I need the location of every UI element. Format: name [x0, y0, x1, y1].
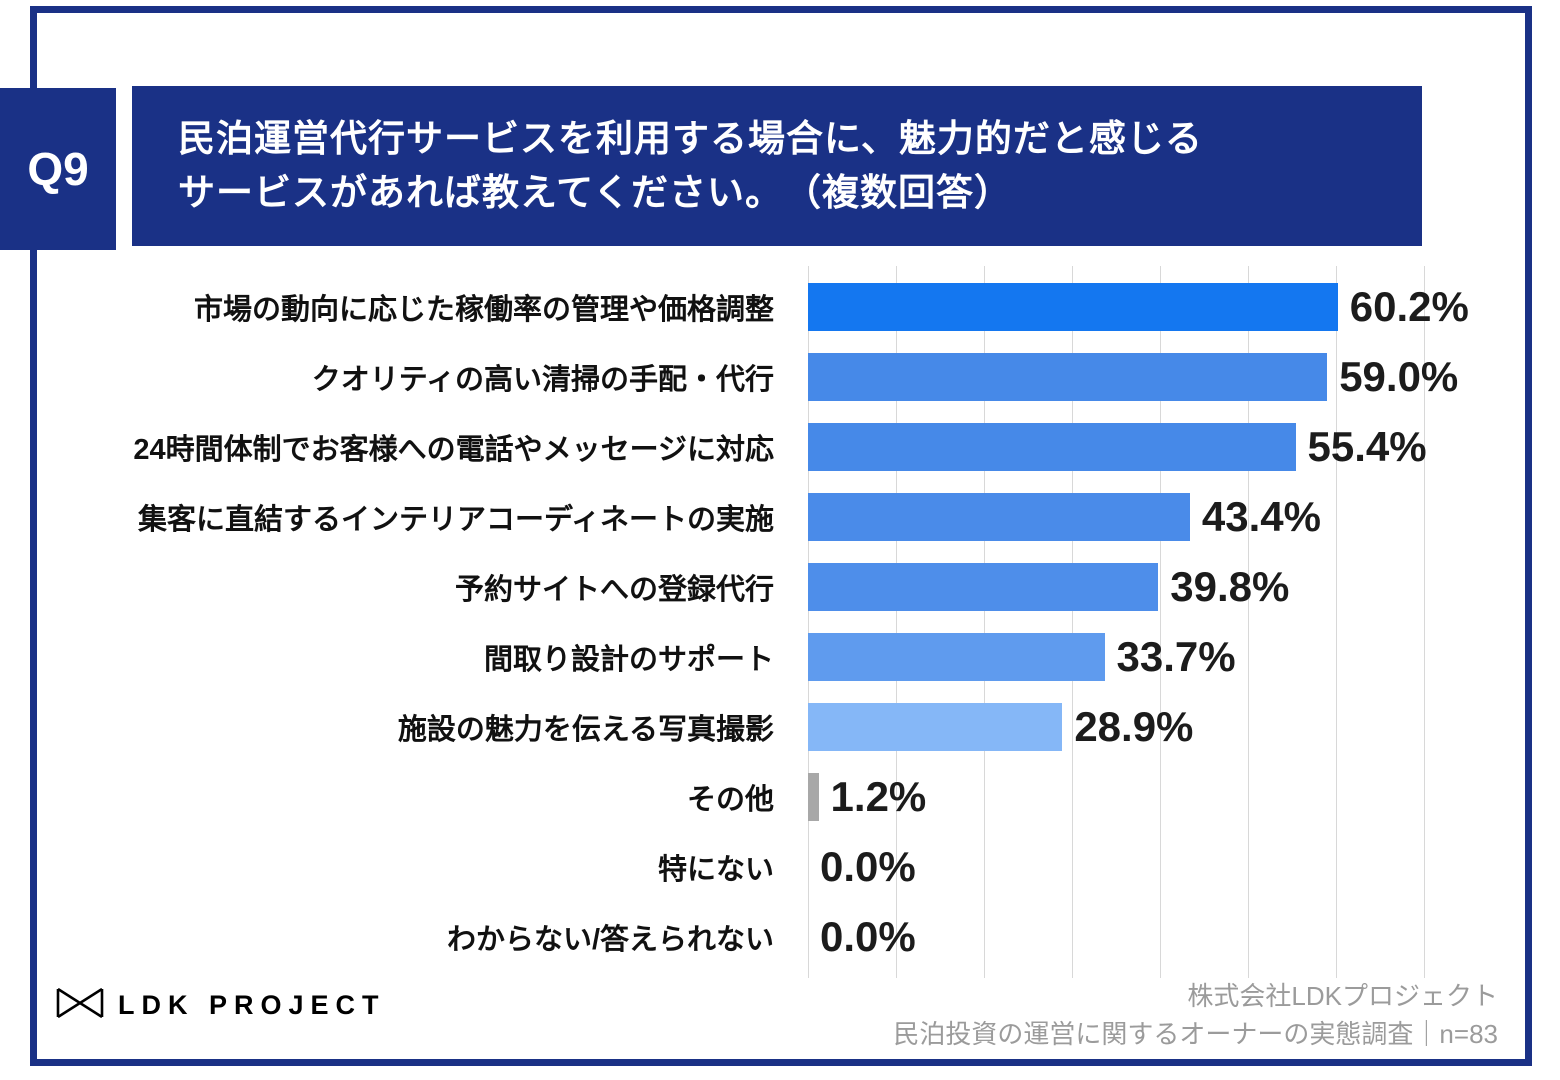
bar-track: 0.0% [808, 913, 1424, 961]
category-label: 予約サイトへの登録代行 [454, 574, 774, 606]
bar-track: 0.0% [808, 843, 1424, 891]
chart-row: 予約サイトへの登録代行 39.8% [62, 552, 1424, 622]
value-label: 59.0% [1339, 353, 1459, 400]
gridlines [808, 266, 1425, 978]
chart-rows: 市場の動向に応じた稼働率の管理や価格調整 60.2% クオリティの高い清掃の手配・代… [62, 272, 1469, 972]
gridline [1248, 266, 1249, 978]
bar [808, 423, 1296, 471]
value-label: 43.4% [1201, 493, 1321, 540]
bar [808, 633, 1105, 681]
value-label: 0.0% [820, 913, 916, 960]
value-label: 28.9% [1074, 703, 1194, 750]
chart-row: 市場の動向に応じた稼働率の管理や価格調整 60.2% [62, 272, 1469, 342]
ldk-logo: LDK PROJECT [56, 987, 386, 1023]
bar-track: 28.9% [808, 703, 1424, 751]
category-label: 施設の魅力を伝える写真撮影 [397, 714, 774, 746]
bar [808, 703, 1063, 751]
value-label: 60.2% [1349, 283, 1469, 330]
bar-track: 1.2% [808, 773, 1424, 821]
gridline [984, 266, 985, 978]
chart-row: 間取り設計のサポート 33.7% [62, 622, 1424, 692]
question-title-band: 民泊運営代行サービスを利用する場合に、魅力的だと感じる サービスがあれば教えてく… [132, 86, 1422, 246]
ldk-logo-text: LDK PROJECT [118, 990, 386, 1020]
value-label: 33.7% [1116, 633, 1236, 680]
question-title-line2: サービスがあれば教えてください。 （複数回答） [178, 172, 1013, 213]
source-attribution: 株式会社LDKプロジェクト 民泊投資の運営に関するオーナーの実態調査｜n=83 [893, 978, 1498, 1053]
question-number: Q9 [27, 143, 89, 195]
bar-track: 33.7% [808, 633, 1424, 681]
bar [808, 283, 1338, 331]
bar [808, 493, 1190, 541]
gridline [1336, 266, 1337, 978]
bar-chart: 市場の動向に応じた稼働率の管理や価格調整 60.2% クオリティの高い清掃の手配・代… [62, 266, 1469, 978]
category-label: 特にない [657, 854, 774, 886]
source-company: 株式会社LDKプロジェクト [1187, 981, 1498, 1011]
chart-row: 施設の魅力を伝える写真撮影 28.9% [62, 692, 1424, 762]
value-label: 55.4% [1307, 423, 1427, 470]
chart-row: クオリティの高い清掃の手配・代行 59.0% [62, 342, 1458, 412]
bar [808, 563, 1159, 611]
bar [808, 773, 819, 821]
bar-track: 60.2% [808, 283, 1469, 331]
chart-row: その他 1.2% [62, 762, 1424, 832]
value-label: 1.2% [830, 773, 927, 820]
gridline [808, 266, 809, 978]
bar-track: 43.4% [808, 493, 1424, 541]
category-label: 24時間体制でお客様への電話やメッセージに対応 [133, 434, 774, 466]
chart-row: わからない/答えられない 0.0% [62, 902, 1424, 972]
chart-row: 特にない 0.0% [62, 832, 1424, 902]
chart-row: 24時間体制でお客様への電話やメッセージに対応 55.4% [62, 412, 1427, 482]
bar [808, 353, 1328, 401]
category-label: わからない/答えられない [446, 924, 774, 956]
gridline [1072, 266, 1073, 978]
bar-track: 55.4% [808, 423, 1427, 471]
question-badge: Q9 [0, 88, 116, 250]
gridline [1424, 266, 1425, 978]
category-label: その他 [686, 784, 774, 816]
category-label: 集客に直結するインテリアコーディネートの実施 [138, 504, 774, 536]
category-label: クオリティの高い清掃の手配・代行 [311, 364, 774, 396]
category-label: 市場の動向に応じた稼働率の管理や価格調整 [193, 294, 774, 326]
value-label: 0.0% [820, 843, 916, 890]
category-label: 間取り設計のサポート [483, 644, 774, 676]
source-survey: 民泊投資の運営に関するオーナーの実態調査｜n=83 [893, 1018, 1498, 1049]
value-label: 39.8% [1170, 563, 1290, 610]
question-title-line1: 民泊運営代行サービスを利用する場合に、魅力的だと感じる [178, 118, 1203, 160]
bar-track: 59.0% [808, 353, 1458, 401]
bar-track: 39.8% [808, 563, 1424, 611]
gridline [896, 266, 897, 978]
ldk-logo-icon [56, 987, 104, 1023]
gridline [1160, 266, 1161, 978]
chart-row: 集客に直結するインテリアコーディネートの実施 43.4% [62, 482, 1424, 552]
